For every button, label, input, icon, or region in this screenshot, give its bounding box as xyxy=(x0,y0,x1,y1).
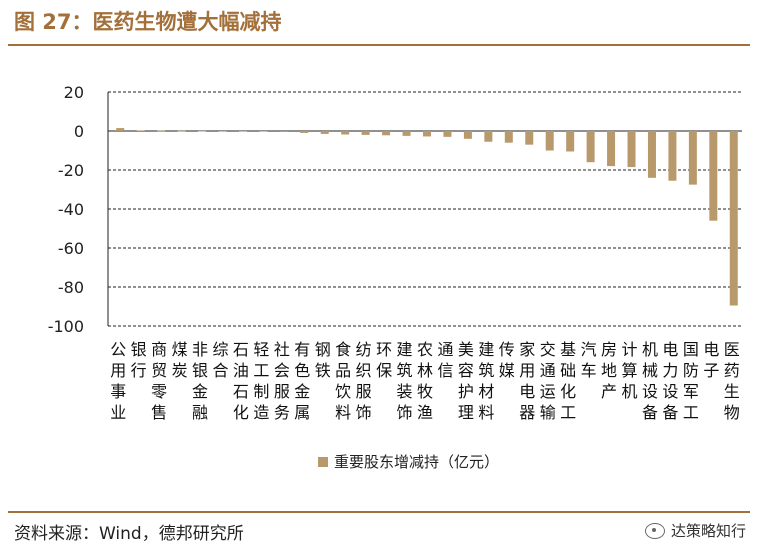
y-tick-label: 20 xyxy=(64,83,84,102)
bar xyxy=(668,131,677,181)
y-tick-label: -100 xyxy=(48,317,84,336)
x-tick-label: 轻工制造 xyxy=(253,340,269,422)
x-tick-label: 通信 xyxy=(437,340,453,380)
watermark: 达策略知行 xyxy=(644,520,746,541)
bar xyxy=(647,131,656,178)
bar xyxy=(116,128,125,131)
bar xyxy=(259,131,268,132)
bar xyxy=(729,131,738,306)
bar xyxy=(566,131,575,152)
y-tick-label: -60 xyxy=(58,239,84,258)
x-tick-label: 家用电器 xyxy=(519,340,535,422)
x-tick-label: 农林牧渔 xyxy=(417,340,433,422)
x-tick-label: 医药生物 xyxy=(724,340,740,422)
x-tick-label: 有色金属 xyxy=(294,340,310,422)
x-tick-label: 房地产 xyxy=(601,340,617,401)
x-tick-label: 建筑装饰 xyxy=(397,340,413,422)
x-tick-label: 建筑材料 xyxy=(478,340,494,422)
bar xyxy=(688,131,697,185)
bar xyxy=(504,131,513,143)
legend: 重要股东增减持（亿元） xyxy=(318,451,499,472)
bar xyxy=(177,130,186,132)
source-note: 资料来源：Wind，德邦研究所 xyxy=(14,524,244,544)
x-tick-label: 交通运输 xyxy=(540,340,556,422)
bar xyxy=(136,130,145,132)
bar xyxy=(320,131,329,134)
title-divider xyxy=(8,44,750,46)
x-tick-label: 电力设备 xyxy=(662,340,678,422)
bar xyxy=(238,131,247,132)
bar-chart: 20 0 -20 -40 -60 -80 -100 公用事业银行商贸零售煤炭非银金融综合石油石… xyxy=(48,83,742,422)
x-tick-label: 石油石化 xyxy=(233,340,249,422)
x-tick-label: 社会服务 xyxy=(274,340,290,422)
bar xyxy=(586,131,595,163)
chart-title: 图 27：医药生物遭大幅减持 xyxy=(14,10,282,34)
footer-divider xyxy=(8,511,750,513)
bar xyxy=(484,131,493,142)
bar xyxy=(300,131,309,133)
x-tick-label: 食品饮料 xyxy=(335,340,351,422)
x-tick-label: 环保 xyxy=(376,340,392,380)
wechat-icon xyxy=(644,522,665,539)
x-tick-label: 公用事业 xyxy=(110,340,126,422)
y-tick-label: -20 xyxy=(58,161,84,180)
x-tick-label: 电子 xyxy=(703,340,719,380)
x-tick-label: 银行 xyxy=(131,340,147,380)
x-tick-label: 综合 xyxy=(212,340,228,380)
x-tick-label: 商贸零售 xyxy=(151,340,167,422)
bar xyxy=(545,131,554,151)
x-tick-label: 计算机 xyxy=(622,340,638,401)
bar xyxy=(627,131,636,168)
bar xyxy=(198,130,207,132)
x-tick-label: 国防军工 xyxy=(683,340,699,422)
x-tick-label: 机械设备 xyxy=(642,340,658,422)
x-tick-label: 纺织服饰 xyxy=(356,340,372,422)
bar xyxy=(423,131,431,137)
legend-swatch xyxy=(318,456,328,467)
x-tick-label: 传媒 xyxy=(499,340,515,380)
y-tick-label: -80 xyxy=(58,278,84,297)
y-tick-label: 0 xyxy=(74,122,84,141)
x-tick-label: 钢铁 xyxy=(315,340,331,380)
bar xyxy=(157,130,166,132)
legend-label: 重要股东增减持（亿元） xyxy=(334,453,500,471)
bar xyxy=(279,131,288,132)
y-tick-label: -40 xyxy=(58,200,84,219)
watermark-text: 达策略知行 xyxy=(670,522,746,540)
bar xyxy=(402,131,411,136)
x-tick-label: 非银金融 xyxy=(192,340,208,422)
x-tick-label: 基础化工 xyxy=(560,340,576,422)
bar xyxy=(607,131,616,167)
bar xyxy=(525,131,534,145)
bar xyxy=(341,131,350,135)
x-tick-label: 煤炭 xyxy=(172,340,188,380)
bar xyxy=(361,131,370,135)
bar xyxy=(218,131,227,132)
bar xyxy=(709,131,718,221)
x-tick-label: 汽车 xyxy=(581,340,597,380)
bar xyxy=(382,131,391,136)
bar xyxy=(443,131,452,137)
bar xyxy=(463,131,472,139)
x-tick-label: 美容护理 xyxy=(458,340,474,422)
